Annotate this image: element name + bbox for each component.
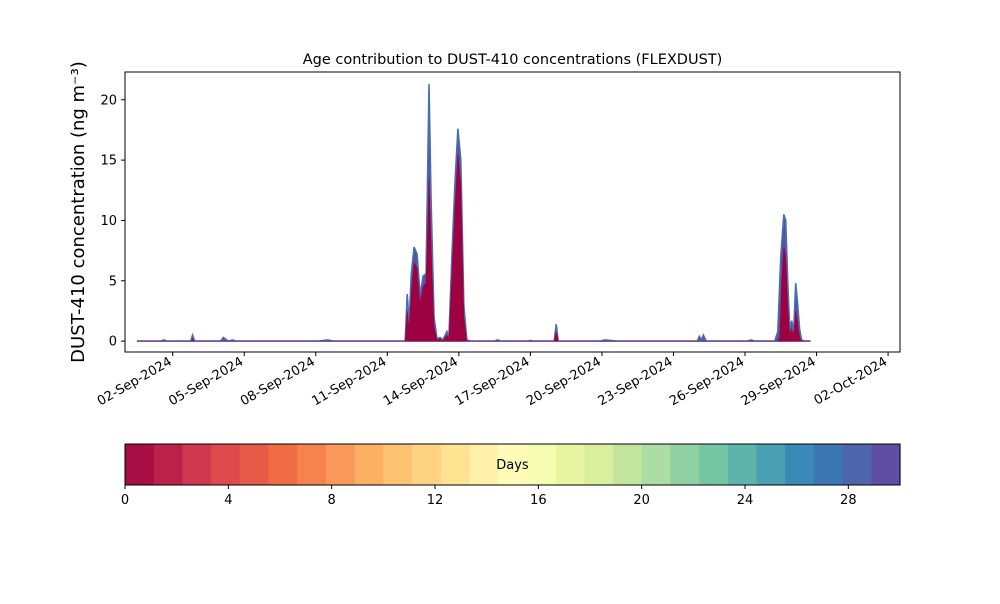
y-tick-label: 0: [109, 335, 117, 350]
colorbar: [125, 444, 901, 485]
colorbar-segment: [354, 444, 384, 485]
colorbar-tick-label: 12: [427, 493, 444, 508]
series-area-0: [136, 84, 811, 342]
colorbar-segment: [125, 444, 155, 485]
x-tick-label: 05-Sep-2024: [166, 354, 246, 409]
colorbar-segment: [412, 444, 442, 485]
colorbar-label: Days: [496, 458, 529, 473]
colorbar-segment: [785, 444, 815, 485]
colorbar-segment: [699, 444, 729, 485]
x-tick-label: 08-Sep-2024: [238, 354, 318, 409]
colorbar-segment: [383, 444, 413, 485]
colorbar-segment: [297, 444, 327, 485]
colorbar-segment: [842, 444, 872, 485]
colorbar-tick-label: 8: [328, 493, 336, 508]
colorbar-ticks: 0 4 8 12 16 20 24 28: [121, 485, 857, 508]
y-axis-label: DUST-410 concentration (ng m⁻³): [68, 61, 89, 363]
y-tick-label: 5: [109, 274, 117, 289]
colorbar-segment: [182, 444, 212, 485]
chart-title: Age contribution to DUST-410 concentrati…: [303, 52, 723, 68]
colorbar-tick-label: 28: [840, 493, 857, 508]
colorbar-segment: [239, 444, 270, 485]
colorbar-frame: [124, 443, 901, 486]
colorbar-tick-label: 0: [121, 493, 129, 508]
x-tick-label: 17-Sep-2024: [453, 354, 533, 409]
colorbar-segment: [871, 444, 901, 485]
series-area-1: [136, 154, 811, 342]
colorbar-segment: [641, 444, 671, 485]
colorbar-tick-label: 24: [737, 493, 754, 508]
colorbar-segment: [211, 444, 241, 485]
colorbar-tick-label: 16: [530, 493, 547, 508]
colorbar-tick-label: 4: [224, 493, 232, 508]
x-tick-label: 11-Sep-2024: [309, 354, 389, 409]
colorbar-segment: [670, 444, 700, 485]
y-tick-label: 15: [100, 154, 117, 169]
colorbar-tick-label: 20: [633, 493, 650, 508]
x-tick-label: 26-Sep-2024: [667, 354, 747, 409]
x-tick-label: 23-Sep-2024: [596, 354, 676, 409]
colorbar-segment: [756, 444, 786, 485]
y-axis: 0 5 10 15 20: [100, 93, 125, 350]
colorbar-segment: [813, 444, 844, 485]
colorbar-segment: [268, 444, 298, 485]
x-tick-label: 02-Sep-2024: [95, 354, 175, 409]
colorbar-segment: [325, 444, 356, 485]
x-tick-label: 20-Sep-2024: [524, 354, 604, 409]
x-tick-label: 14-Sep-2024: [381, 354, 461, 409]
colorbar-segment: [555, 444, 585, 485]
colorbar-segment: [584, 444, 614, 485]
plot-frame: [124, 71, 901, 353]
colorbar-segment: [612, 444, 643, 485]
colorbar-segment: [526, 444, 557, 485]
x-axis: 02-Sep-202405-Sep-202408-Sep-202411-Sep-…: [95, 352, 890, 409]
y-tick-label: 10: [100, 214, 117, 229]
colorbar-segment: [469, 444, 499, 485]
colorbar-segment: [153, 444, 183, 485]
plot-area: [136, 84, 811, 342]
y-tick-label: 20: [100, 93, 117, 108]
x-tick-label: 02-Oct-2024: [812, 354, 890, 408]
colorbar-segment: [727, 444, 758, 485]
colorbar-segment: [440, 444, 471, 485]
x-tick-label: 29-Sep-2024: [739, 354, 819, 409]
colorbar-segment: [498, 444, 528, 485]
